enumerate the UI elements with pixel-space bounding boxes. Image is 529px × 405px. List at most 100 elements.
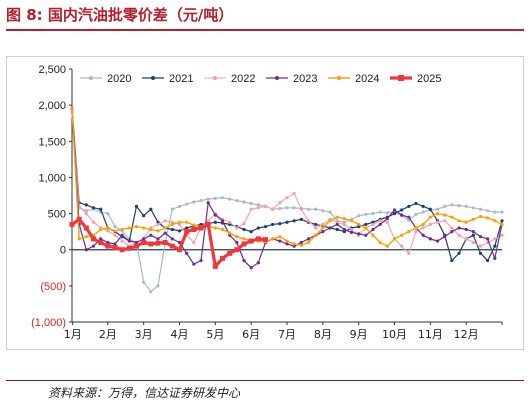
data-point [91, 220, 96, 224]
data-point [357, 222, 361, 227]
data-point [156, 229, 160, 233]
chart-frame [6, 56, 524, 350]
data-point [428, 215, 432, 219]
data-point [321, 209, 325, 213]
data-point [292, 219, 296, 223]
data-point [105, 243, 111, 249]
data-point [91, 236, 96, 242]
data-point [349, 227, 354, 232]
data-point [76, 216, 82, 222]
data-point [156, 222, 160, 227]
data-point [278, 222, 282, 226]
data-point [148, 241, 154, 247]
data-point [443, 219, 447, 223]
data-point [235, 240, 239, 245]
data-point [248, 238, 254, 244]
data-point [263, 237, 268, 243]
data-point [407, 251, 411, 255]
data-point [256, 261, 260, 265]
data-point [321, 226, 325, 230]
data-point [106, 226, 110, 230]
data-point [457, 219, 461, 223]
data-point [335, 222, 339, 227]
data-point [457, 226, 461, 230]
data-point [249, 207, 253, 211]
data-point [421, 226, 425, 230]
data-point [256, 203, 260, 207]
data-point [235, 226, 239, 230]
legend-label: 2024 [355, 73, 379, 85]
data-point [306, 207, 311, 211]
data-point [371, 233, 375, 237]
data-point [371, 211, 375, 216]
data-point [113, 229, 117, 233]
data-point [106, 240, 110, 245]
data-point [371, 227, 375, 232]
data-point [357, 232, 361, 236]
data-point [149, 290, 153, 294]
data-point [192, 262, 196, 266]
legend-item-2020: 2020 [80, 73, 131, 85]
data-point [471, 230, 475, 234]
y-tick-label: 1,500 [38, 136, 66, 148]
data-point [306, 237, 311, 241]
series-2024 [70, 107, 504, 248]
data-point [134, 224, 139, 229]
data-point [285, 220, 289, 224]
data-point [113, 242, 117, 246]
y-tick-label: 2,000 [38, 100, 66, 112]
data-point [185, 220, 189, 224]
data-point [400, 233, 404, 237]
data-point [493, 256, 497, 260]
y-tick-label: 2,500 [38, 64, 66, 76]
data-point [241, 241, 247, 247]
data-point [120, 227, 124, 232]
data-point [314, 226, 318, 230]
data-point [407, 230, 411, 234]
data-point [464, 204, 468, 208]
data-point [271, 222, 275, 227]
data-point [163, 231, 167, 235]
data-point [314, 233, 318, 237]
data-point [421, 233, 425, 237]
data-point [328, 219, 332, 223]
data-point [177, 220, 182, 224]
x-tick-label: 3月 [135, 328, 153, 341]
data-point [414, 230, 418, 234]
data-point [191, 226, 197, 232]
figure-title: 图 8: 国内汽油批零价差（元/吨） [6, 6, 234, 24]
data-point [450, 215, 454, 219]
data-point [91, 244, 96, 248]
data-point [149, 233, 153, 237]
data-point [263, 224, 268, 229]
data-point [400, 208, 404, 212]
data-point [185, 251, 189, 255]
data-point [349, 219, 354, 223]
data-point [464, 220, 468, 224]
data-point [428, 207, 432, 211]
data-point [428, 222, 432, 227]
data-point [335, 215, 339, 219]
data-point [184, 229, 190, 235]
data-point [98, 239, 104, 245]
data-point [450, 230, 454, 234]
data-point [378, 210, 382, 214]
data-point [435, 239, 440, 243]
data-point [263, 204, 268, 208]
data-point [235, 198, 239, 203]
data-point [378, 240, 382, 245]
data-point [335, 227, 339, 232]
data-point [220, 196, 225, 200]
series-2025 [69, 216, 268, 269]
data-point [271, 237, 275, 241]
data-point [185, 226, 189, 230]
data-point [249, 230, 253, 234]
legend-label: 2021 [169, 73, 193, 85]
data-point [385, 217, 389, 221]
data-point [149, 227, 153, 232]
data-point [500, 210, 504, 214]
data-point [493, 219, 497, 223]
data-point [321, 230, 325, 234]
legend-marker [213, 76, 217, 80]
data-point [493, 210, 497, 214]
